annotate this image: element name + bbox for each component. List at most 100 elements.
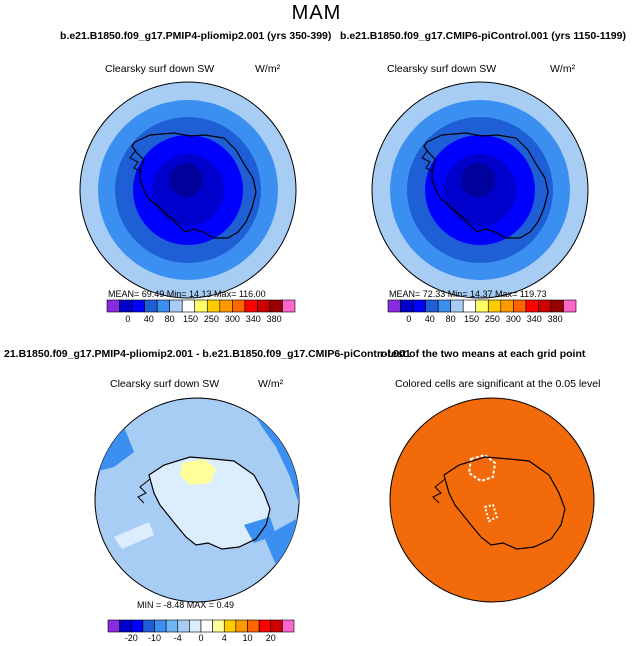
colorbar-swatch [232, 299, 246, 313]
significance-field [389, 397, 595, 603]
colorbar-tick-label: -20 [124, 633, 138, 643]
panel2-stats: MEAN= 72.33 Min= 14.37 Max= 119.73 [389, 289, 547, 299]
insignificant-cells [467, 453, 497, 483]
colorbar-swatch [475, 299, 489, 313]
panel3-colorbar-ticks: -20 -10 -4 0 4 10 20 [108, 633, 294, 645]
panel3-variable: Clearsky surf down SW [110, 378, 220, 390]
colorbar-swatch [257, 299, 271, 313]
colorbar-tick-label: 150 [464, 314, 480, 324]
colorbar-tick-label: 80 [164, 314, 175, 324]
colorbar-swatch [235, 619, 248, 633]
colorbar-swatch [387, 299, 401, 313]
colorbar-tick-label: 0 [125, 314, 131, 324]
colorbar-tick-label: -4 [173, 633, 182, 643]
colorbar-swatch [119, 619, 132, 633]
colorbar-swatch [437, 299, 451, 313]
colorbar-swatch [219, 299, 233, 313]
colorbar-swatch [156, 299, 170, 313]
panel1-stats: MEAN= 69.49 Min= 14.13 Max= 116.00 [108, 289, 266, 299]
antarctica-coast [443, 456, 566, 550]
colorbar-swatch [181, 299, 196, 313]
colorbar-swatch [223, 619, 237, 633]
colorbar-tick-label: 10 [242, 633, 253, 643]
panel2-title: b.e21.B1850.f09_g17.CMIP6-piControl.001 … [340, 30, 626, 42]
colorbar-swatch [189, 619, 202, 633]
colorbar-tick-label: 0 [198, 633, 204, 643]
colorbar-swatch [282, 619, 295, 633]
panel3-map [94, 397, 300, 603]
colorbar-swatch [269, 299, 283, 313]
panel2-colorbar-ticks: 0 40 80 150 250 300 340 380 [388, 314, 576, 326]
panel1-colorbar-ticks: 0 40 80 150 250 300 340 380 [107, 314, 295, 326]
colorbar-tick-label: 250 [203, 314, 219, 324]
colorbar-tick-label: 340 [526, 314, 542, 324]
colorbar-swatch [119, 299, 133, 313]
colorbar-swatch [177, 619, 190, 633]
colorbar-swatch [525, 299, 539, 313]
antarctica-coast [423, 132, 549, 239]
colorbar-swatch [244, 299, 258, 313]
panel2-map [371, 81, 589, 299]
colorbar-swatch [144, 299, 158, 313]
peninsula-coast [129, 149, 143, 173]
antarctica-coast [148, 456, 271, 550]
colorbar-swatch [206, 299, 221, 313]
colorbar-swatch [538, 299, 552, 313]
colorbar-swatch [270, 619, 283, 633]
colorbar-tick-label: 340 [245, 314, 261, 324]
colorbar-swatch [212, 619, 225, 633]
colorbar-swatch [563, 299, 577, 313]
panel3-stats: MIN = -8.48 MAX = 0.49 [137, 600, 235, 610]
insignificant-cells-2 [483, 503, 499, 523]
panel4-title: r-test of the two means at each grid poi… [380, 348, 586, 360]
colorbar-swatch [142, 619, 155, 633]
colorbar-tick-label: 300 [224, 314, 240, 324]
diff-patch-coast [244, 517, 276, 543]
ring-6 [169, 163, 203, 197]
panel3-units: W/m² [258, 378, 284, 390]
panel2-colorbar [387, 299, 577, 313]
colorbar-tick-label: 250 [484, 314, 500, 324]
colorbar-swatch [282, 299, 296, 313]
diff-patch-light [114, 522, 154, 549]
panel2-units: W/m² [550, 63, 576, 75]
panel1-units: W/m² [255, 63, 281, 75]
colorbar-tick-label: 0 [406, 314, 412, 324]
colorbar-swatch [513, 299, 527, 313]
colorbar-swatch [130, 619, 144, 633]
colorbar-tick-label: 40 [424, 314, 435, 324]
peninsula-coast [421, 149, 435, 173]
colorbar-swatch [200, 619, 213, 633]
colorbar-tick-label: 150 [183, 314, 199, 324]
colorbar-tick-label: 80 [445, 314, 456, 324]
colorbar-tick-label: 20 [265, 633, 276, 643]
colorbar-swatch [258, 619, 272, 633]
panel1-title: b.e21.B1850.f09_g17.PMIP4-pliomip2.001 (… [60, 30, 332, 42]
colorbar-swatch [131, 299, 145, 313]
panel4-subtitle: Colored cells are significant at the 0.0… [395, 378, 601, 390]
colorbar-swatch [450, 299, 464, 313]
panel1-map [79, 81, 297, 299]
colorbar-swatch [462, 299, 477, 313]
colorbar-swatch [412, 299, 426, 313]
colorbar-swatch [107, 619, 120, 633]
colorbar-swatch [169, 299, 183, 313]
colorbar-swatch [487, 299, 502, 313]
antarctica-coast [131, 132, 257, 239]
colorbar-swatch [425, 299, 439, 313]
colorbar-tick-label: 380 [547, 314, 563, 324]
colorbar-swatch [154, 619, 167, 633]
colorbar-swatch [500, 299, 514, 313]
colorbar-swatch [194, 299, 208, 313]
colorbar-tick-label: -10 [147, 633, 161, 643]
ring-6 [461, 163, 495, 197]
panel3-title: 21.B1850.f09_g17.PMIP4-pliomip2.001 - b.… [4, 348, 411, 360]
colorbar-swatch [400, 299, 414, 313]
colorbar-swatch [550, 299, 564, 313]
colorbar-tick-label: 4 [221, 633, 227, 643]
panel4-map [389, 397, 595, 603]
colorbar-tick-label: 380 [266, 314, 282, 324]
colorbar-tick-label: 40 [143, 314, 154, 324]
ice-sheet-light [149, 457, 270, 549]
colorbar-swatch [165, 619, 179, 633]
